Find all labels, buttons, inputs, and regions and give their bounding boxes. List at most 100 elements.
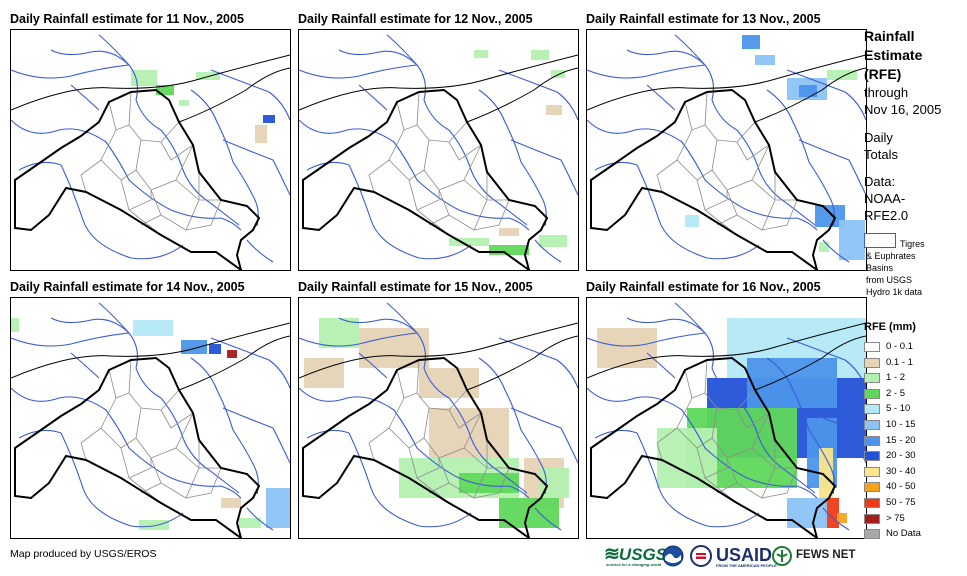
iraq-border (590, 88, 837, 270)
rainfall-cell (459, 473, 519, 493)
neighbor-border (587, 54, 866, 111)
province-boundary (80, 427, 102, 461)
province-boundary (128, 458, 152, 479)
river-basin-line (587, 332, 706, 347)
neighbor-border (11, 322, 290, 379)
legend-swatch (864, 419, 880, 430)
river-basin-line (299, 64, 418, 79)
river-basin-line (190, 89, 259, 227)
river-basin-line (210, 69, 290, 121)
neighbor-border (466, 67, 578, 123)
side-title-line2: Estimate (864, 47, 923, 63)
river-basin-line (222, 407, 290, 464)
rainfall-cell (551, 70, 565, 78)
river-basin-line (190, 357, 259, 495)
fewsnet-logo: FEWS NET (772, 546, 855, 571)
usaid-seal-icon (690, 545, 712, 567)
river-basin-line (646, 352, 676, 379)
river-basin-line (766, 357, 835, 495)
rainfall-cell (787, 498, 827, 528)
panel-title-3: Daily Rainfall estimate for 13 Nov., 200… (586, 12, 821, 26)
map-credit: Map produced by USGS/EROS (10, 548, 157, 560)
legend-label: > 75 (886, 512, 905, 524)
river-basin-line (386, 34, 418, 66)
river-basin-line (587, 387, 818, 499)
neighbor-border (754, 335, 866, 391)
rainfall-cell (837, 513, 847, 523)
legend-label: 30 - 40 (886, 465, 916, 477)
river-basin-line (822, 507, 850, 531)
map-panel-5 (298, 297, 579, 539)
rainfall-cell (227, 350, 237, 358)
river-basin-line (299, 387, 530, 499)
legend-label: 10 - 15 (886, 418, 916, 430)
river-basin-line (534, 239, 562, 263)
legend-label: 40 - 50 (886, 481, 916, 493)
province-boundary (684, 101, 706, 131)
legend-swatch (864, 435, 880, 446)
iraq-border (14, 88, 261, 270)
province-boundary (761, 467, 798, 499)
map-panel-1 (10, 29, 291, 271)
province-boundary (160, 141, 194, 161)
rainfall-cell (196, 72, 220, 80)
side-through: through (864, 85, 909, 100)
legend-swatch (864, 357, 880, 368)
usaid-logo: USAID FROM THE AMERICAN PEOPLE (690, 545, 777, 572)
province-boundary (416, 190, 440, 211)
rainfall-cell (742, 35, 760, 49)
river-basin-line (11, 387, 242, 499)
river-basin-line (478, 357, 547, 495)
neighbor-border (299, 322, 578, 379)
river-basin-line (11, 119, 242, 231)
basin-legend-text: Tigres & Euphrates Basins from USGS Hydr… (866, 238, 925, 298)
side-noaa: NOAA- (864, 191, 906, 206)
legend-label: 20 - 30 (886, 450, 916, 462)
noaa-logo (662, 545, 684, 572)
rainfall-cell (209, 344, 221, 354)
rainfall-cell (819, 242, 829, 252)
river-basin-line (786, 69, 866, 121)
basin-legend-swatch (864, 233, 896, 248)
basin-legend-line4: from USGS (866, 275, 913, 285)
neighbor-border (466, 335, 578, 391)
rainfall-cell (597, 328, 657, 368)
rainfall-cell (133, 320, 173, 336)
rainfall-map-nov-11 (11, 34, 290, 270)
rainfall-cell (657, 428, 717, 488)
river-basin-line (798, 139, 866, 196)
legend-swatch (864, 388, 880, 399)
rainfall-cell (489, 245, 529, 255)
rainfall-cell (815, 205, 845, 227)
rainfall-cell (531, 50, 549, 60)
neighbor-border (587, 322, 866, 379)
iraq-border (14, 356, 261, 538)
river-basin-line (766, 89, 835, 227)
province-boundary (396, 101, 418, 131)
noaa-emblem-icon (662, 545, 684, 567)
province-boundary (185, 199, 222, 231)
legend-swatch (864, 451, 880, 462)
river-basin-line (534, 507, 562, 531)
province-boundary (473, 199, 510, 231)
rainfall-cell (131, 70, 157, 86)
province-boundary (656, 427, 678, 461)
river-basin-line (222, 139, 290, 196)
province-boundary (185, 467, 222, 499)
river-basin-line (306, 429, 472, 528)
neighbor-border (178, 335, 290, 391)
rainfall-map-nov-14 (11, 302, 290, 538)
province-boundary (140, 214, 162, 226)
panel-title-1: Daily Rainfall estimate for 11 Nov., 200… (10, 12, 244, 26)
fewsnet-logo-text: FEWS NET (796, 549, 856, 561)
province-boundary (704, 458, 728, 479)
province-boundary (716, 214, 738, 226)
fewsnet-emblem-icon (772, 546, 792, 566)
province-boundary (140, 482, 162, 494)
iraq-border (302, 356, 549, 538)
river-basin-line (246, 239, 274, 263)
province-boundary (80, 159, 102, 193)
neighbor-border (754, 67, 866, 123)
legend-swatch (864, 404, 880, 415)
side-date: Nov 16, 2005 (864, 102, 942, 117)
